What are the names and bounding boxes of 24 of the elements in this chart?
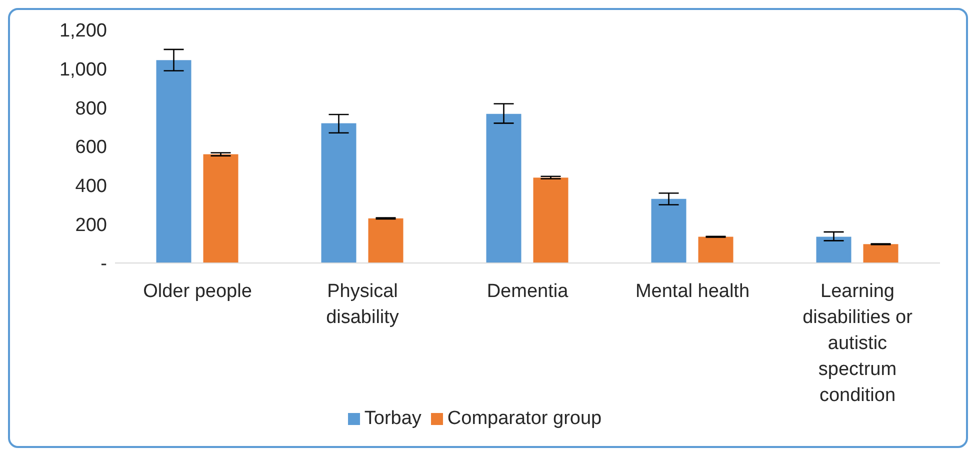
y-tick-label: 200: [75, 214, 107, 236]
x-tick-label: Physical disability: [326, 281, 400, 328]
legend-label: Comparator group: [447, 408, 602, 429]
bar: [321, 123, 356, 263]
y-tick-label: 600: [75, 137, 107, 158]
legend-label: Torbay: [364, 408, 422, 429]
bar: [203, 154, 238, 263]
bar: [368, 218, 404, 263]
y-tick-label: 800: [75, 98, 107, 120]
y-tick-label: 1,200: [59, 20, 107, 42]
y-tick-label: 400: [75, 176, 107, 198]
x-tick-label: Learning disabilities or autistic spectrum condition: [802, 281, 914, 406]
bar: [533, 178, 568, 263]
bar: [156, 60, 192, 263]
y-tick-label: -: [100, 254, 107, 275]
bar: [816, 236, 852, 263]
bar: [698, 236, 734, 263]
bar: [651, 198, 686, 263]
x-tick-label: Dementia: [486, 281, 569, 302]
x-tick-label: Older people: [143, 281, 252, 302]
bar: [486, 114, 522, 263]
x-tick-label: Mental health: [635, 281, 750, 302]
bar: [863, 244, 898, 263]
y-tick-label: 1,000: [59, 60, 107, 81]
